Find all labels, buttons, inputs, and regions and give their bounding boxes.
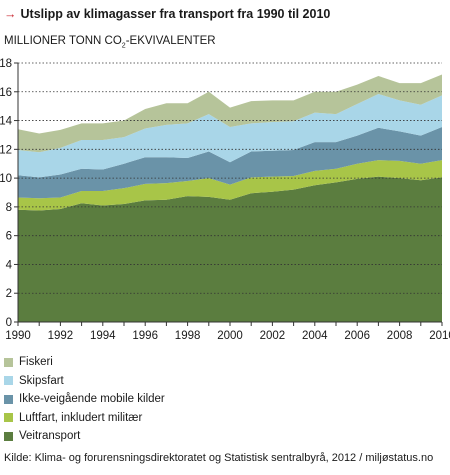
x-tick-label-1996: 1996 — [132, 330, 158, 342]
area-series-2 — [18, 160, 442, 211]
y-tick-label-16: 16 — [0, 87, 12, 99]
arrow-icon: → — [4, 7, 17, 21]
x-tick-label-1994: 1994 — [90, 330, 116, 342]
area-series-5 — [18, 74, 442, 153]
y-axis-unit-label: MILLIONER TONN CO2-EKVIVALENTER — [4, 35, 216, 49]
legend-swatch — [4, 431, 13, 441]
legend: Fiskeri Skipsfart Ikke-veigående mobile ki… — [4, 353, 165, 446]
x-tick-label-2002: 2002 — [260, 330, 286, 342]
unit-subscript: 2 — [121, 42, 126, 50]
legend-swatch — [4, 376, 13, 386]
y-tick-label-14: 14 — [0, 116, 13, 128]
x-tick-label-1992: 1992 — [48, 330, 74, 342]
area-series-1 — [18, 176, 442, 322]
y-tick-label-12: 12 — [0, 144, 12, 156]
legend-item: Ikke-veigående mobile kilder — [4, 390, 165, 409]
legend-item: Skipsfart — [4, 372, 165, 391]
legend-label: Luftfart, inkludert militær — [19, 411, 143, 424]
x-tick-label-1990: 1990 — [5, 330, 31, 342]
legend-item: Veitransport — [4, 427, 165, 446]
unit-tail: -EKVIVALENTER — [125, 35, 216, 47]
legend-swatch — [4, 357, 13, 367]
y-tick-label-8: 8 — [6, 202, 12, 214]
y-tick-label-4: 4 — [6, 259, 13, 271]
x-tick-label-2000: 2000 — [217, 330, 243, 342]
area-series-4 — [18, 93, 442, 178]
legend-label: Veitransport — [19, 430, 81, 443]
legend-label: Fiskeri — [19, 356, 53, 369]
y-tick-label-10: 10 — [0, 173, 12, 185]
area-series-3 — [18, 127, 442, 199]
x-tick-label-2010: 2010 — [429, 330, 450, 342]
x-tick-label-2008: 2008 — [387, 330, 413, 342]
source-note: Kilde: Klima- og forurensningsdirektorat… — [4, 452, 434, 464]
legend-label: Ikke-veigående mobile kilder — [19, 393, 165, 406]
x-tick-label-2004: 2004 — [302, 330, 328, 342]
y-tick-label-0: 0 — [6, 317, 12, 329]
legend-swatch — [4, 394, 13, 404]
legend-label: Skipsfart — [19, 374, 64, 387]
stacked-area-chart: 0 2 4 6 8 10 12 14 16 18 1990 1992 1994 1996 1998 2000 2… — [0, 58, 450, 342]
unit-main: MILLIONER TONN CO — [4, 35, 122, 47]
chart-title: → Utslipp av klimagasser fra transport fr… — [4, 7, 330, 21]
y-tick-label-18: 18 — [0, 58, 12, 70]
legend-swatch — [4, 413, 13, 423]
y-tick-label-6: 6 — [6, 231, 12, 243]
x-tick-label-2006: 2006 — [344, 330, 370, 342]
chart-title-text: Utslipp av klimagasser fra transport fra… — [20, 7, 331, 21]
legend-item: Luftfart, inkludert militær — [4, 409, 165, 428]
x-tick-label-1998: 1998 — [175, 330, 201, 342]
y-tick-label-2: 2 — [6, 288, 12, 300]
legend-item: Fiskeri — [4, 353, 165, 372]
